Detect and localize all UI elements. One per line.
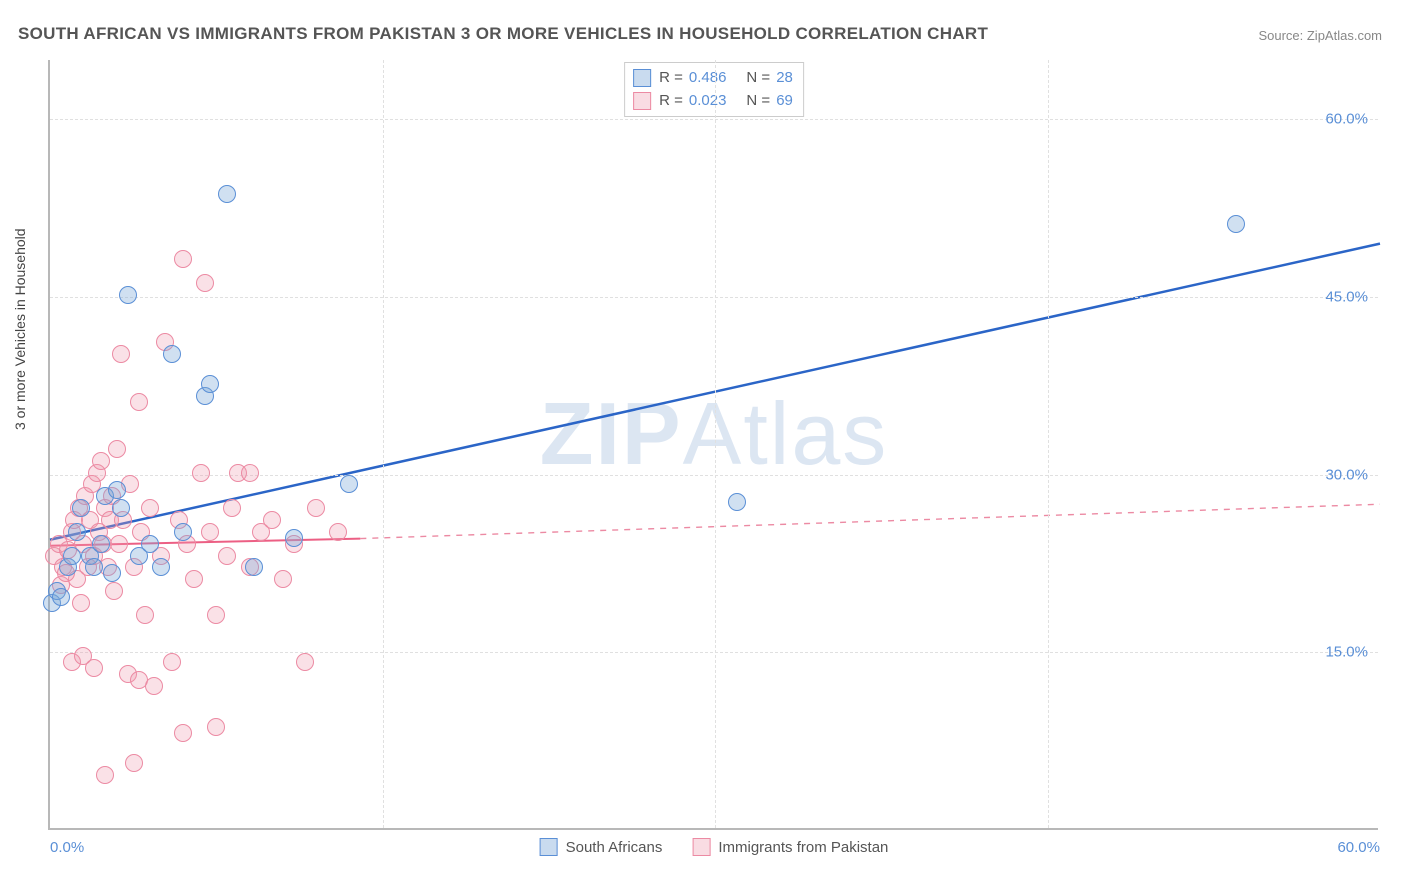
watermark-light: Atlas [683,384,889,483]
r-value: 0.023 [689,90,727,113]
data-point [108,440,126,458]
data-point [141,535,159,553]
data-point [72,594,90,612]
data-point [274,570,292,588]
trend-lines-svg [50,60,1378,828]
n-value: 69 [776,90,793,113]
data-point [307,499,325,517]
y-tick-label: 30.0% [1325,466,1368,483]
swatch-icon [633,92,651,110]
data-point [192,464,210,482]
y-axis-label: 3 or more Vehicles in Household [12,228,28,430]
data-point [72,499,90,517]
data-point [174,250,192,268]
swatch-icon [692,838,710,856]
gridline-horizontal [50,119,1378,120]
watermark: ZIPAtlas [540,383,889,485]
data-point [245,558,263,576]
plot-area: ZIPAtlas R = 0.486 N = 28 R = 0.023 N = … [48,60,1378,830]
legend-item: Immigrants from Pakistan [692,838,888,856]
swatch-icon [633,69,651,87]
data-point [196,274,214,292]
data-point [163,345,181,363]
data-point [112,345,130,363]
correlation-row: R = 0.023 N = 69 [633,90,795,113]
gridline-horizontal [50,652,1378,653]
data-point [92,452,110,470]
gridline-vertical [715,60,716,828]
y-tick-label: 45.0% [1325,288,1368,305]
correlation-row: R = 0.486 N = 28 [633,67,795,90]
r-label: R = [659,67,683,90]
data-point [263,511,281,529]
data-point [110,535,128,553]
data-point [174,724,192,742]
data-point [68,523,86,541]
x-tick-label: 60.0% [1337,839,1380,856]
data-point [105,582,123,600]
swatch-icon [540,838,558,856]
data-point [218,547,236,565]
x-tick-label: 0.0% [50,839,84,856]
legend-item: South Africans [540,838,663,856]
data-point [207,606,225,624]
legend-label: Immigrants from Pakistan [718,839,888,856]
r-value: 0.486 [689,67,727,90]
n-label: N = [746,90,770,113]
data-point [130,393,148,411]
data-point [185,570,203,588]
data-point [85,659,103,677]
data-point [141,499,159,517]
trend-line-pink-dashed [360,504,1380,538]
n-label: N = [746,67,770,90]
data-point [340,475,358,493]
data-point [285,529,303,547]
data-point [201,523,219,541]
data-point [136,606,154,624]
correlation-legend: R = 0.486 N = 28 R = 0.023 N = 69 [624,62,804,117]
data-point [52,588,70,606]
data-point [241,464,259,482]
data-point [174,523,192,541]
source-attribution: Source: ZipAtlas.com [1258,28,1382,43]
gridline-horizontal [50,297,1378,298]
data-point [85,558,103,576]
data-point [119,286,137,304]
data-point [125,754,143,772]
watermark-bold: ZIP [540,384,683,483]
data-point [96,766,114,784]
chart-title: SOUTH AFRICAN VS IMMIGRANTS FROM PAKISTA… [18,24,988,44]
data-point [1227,215,1245,233]
y-tick-label: 60.0% [1325,111,1368,128]
legend-label: South Africans [566,839,663,856]
data-point [145,677,163,695]
data-point [130,671,148,689]
data-point [112,499,130,517]
data-point [296,653,314,671]
data-point [207,718,225,736]
data-point [728,493,746,511]
gridline-vertical [383,60,384,828]
data-point [108,481,126,499]
r-label: R = [659,90,683,113]
data-point [163,653,181,671]
gridline-vertical [1048,60,1049,828]
data-point [92,535,110,553]
data-point [152,558,170,576]
data-point [201,375,219,393]
data-point [218,185,236,203]
data-point [63,547,81,565]
data-point [329,523,347,541]
data-point [223,499,241,517]
y-tick-label: 15.0% [1325,644,1368,661]
n-value: 28 [776,67,793,90]
series-legend: South Africans Immigrants from Pakistan [540,838,889,856]
data-point [103,564,121,582]
